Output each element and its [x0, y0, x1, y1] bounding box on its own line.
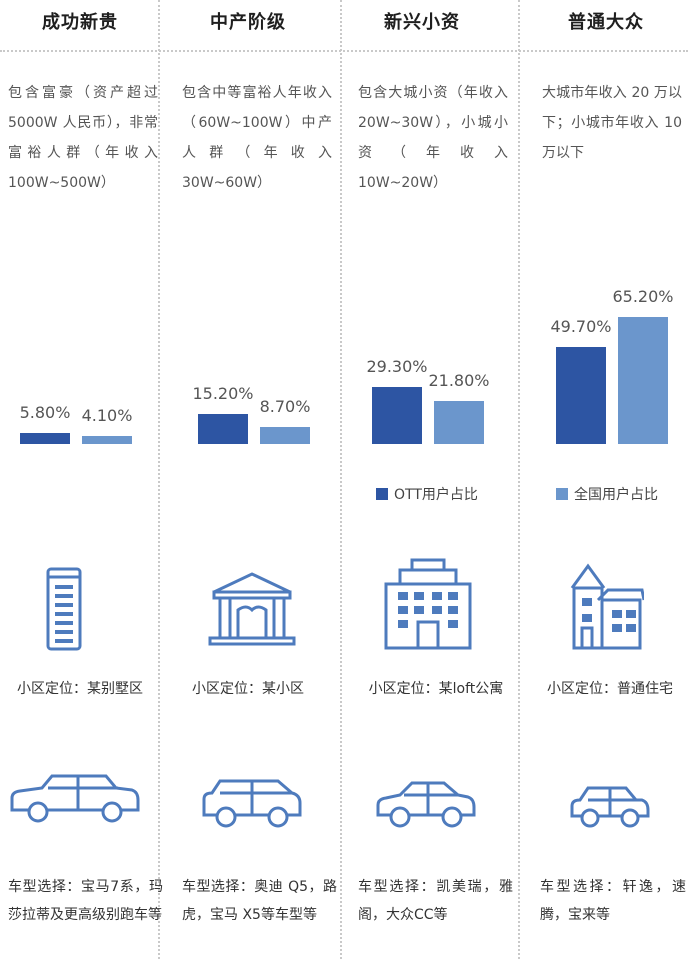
- car-choice-text: 车型选择：奥迪 Q5，路虎，宝马 X5等车型等: [182, 879, 337, 923]
- segment-description: 包含大城小资（年收入 20W~30W），小城小资（年收入 10W~20W）: [358, 85, 508, 191]
- legend-swatch-national: [556, 488, 568, 500]
- column-divider: [518, 0, 520, 959]
- location-label: 小区定位：某别墅区: [17, 681, 143, 697]
- bar-ott: [20, 432, 70, 444]
- value-label-national: 65.20%: [612, 286, 674, 306]
- value-label-ott: 29.30%: [366, 356, 428, 376]
- location-label: 小区定位：某loft公寓: [368, 681, 504, 697]
- column-divider: [158, 0, 160, 959]
- bar-ott: [198, 414, 248, 444]
- segment-description: 大城市年收入 20 万以下；小城市年收入 10 万以下: [542, 85, 682, 161]
- bar-national: [260, 427, 310, 444]
- apartment-icon: [384, 558, 472, 650]
- legend-swatch-ott: [376, 488, 388, 500]
- value-label-national: 4.10%: [81, 406, 133, 425]
- segment-title: 普通大众: [568, 12, 644, 33]
- value-label-ott: 5.80%: [19, 402, 71, 422]
- tower-icon: [46, 567, 82, 651]
- segment-title: 新兴小资: [384, 12, 460, 33]
- segment-column-3: 新兴小资 包含大城小资（年收入 20W~30W），小城小资（年收入 10W~20…: [344, 0, 516, 959]
- segment-column-2: 中产阶级 包含中等富裕人年收入（60W~100W）中产人群（年收入 30W~60…: [172, 0, 344, 959]
- bar-national: [82, 436, 132, 444]
- bar-ott: [372, 386, 422, 444]
- villa-icon: [208, 572, 296, 646]
- header-divider: [0, 50, 688, 52]
- value-label-national: 21.80%: [428, 371, 490, 391]
- column-divider: [340, 0, 342, 959]
- legend-item-ott: OTT用户占比: [376, 484, 478, 504]
- segment-description: 包含富豪（资产超过 5000W 人民币），非常富裕人群（年收入 100W~500…: [8, 85, 158, 191]
- car-choice-text: 车型选择：宝马7系，玛莎拉蒂及更高级别跑车等: [8, 879, 163, 923]
- value-label-ott: 49.70%: [550, 317, 612, 337]
- bar-national: [434, 401, 484, 444]
- value-label-ott: 15.20%: [192, 384, 254, 404]
- legend-label: 全国用户占比: [574, 487, 658, 503]
- segment-description: 包含中等富裕人年收入（60W~100W）中产人群（年收入 30W~60W）: [182, 85, 332, 191]
- value-label-national: 8.70%: [259, 397, 311, 417]
- location-label: 小区定位：某小区: [192, 681, 304, 697]
- segment-column-4: 普通大众 大城市年收入 20 万以下；小城市年收入 10 万以下 49.70% …: [516, 0, 688, 959]
- sedan-icon: [376, 781, 476, 828]
- location-label: 小区定位：普通住宅: [547, 681, 673, 697]
- legend-label: OTT用户占比: [394, 487, 478, 503]
- house-icon: [570, 563, 644, 650]
- car-choice-text: 车型选择：凯美瑞，雅阁，大众CC等: [358, 879, 513, 923]
- segment-title: 中产阶级: [210, 12, 286, 33]
- suv-icon: [202, 779, 302, 828]
- limousine-icon: [10, 774, 140, 823]
- car-choice-text: 车型选择：轩逸，速腾，宝来等: [540, 879, 686, 923]
- segment-column-1: 成功新贵 包含富豪（资产超过 5000W 人民币），非常富裕人群（年收入 100…: [0, 0, 172, 959]
- segment-title: 成功新贵: [42, 12, 118, 33]
- legend-item-national: 全国用户占比: [556, 484, 658, 504]
- bar-national: [618, 316, 668, 444]
- compact-car-icon: [570, 786, 650, 828]
- bar-ott: [556, 347, 606, 444]
